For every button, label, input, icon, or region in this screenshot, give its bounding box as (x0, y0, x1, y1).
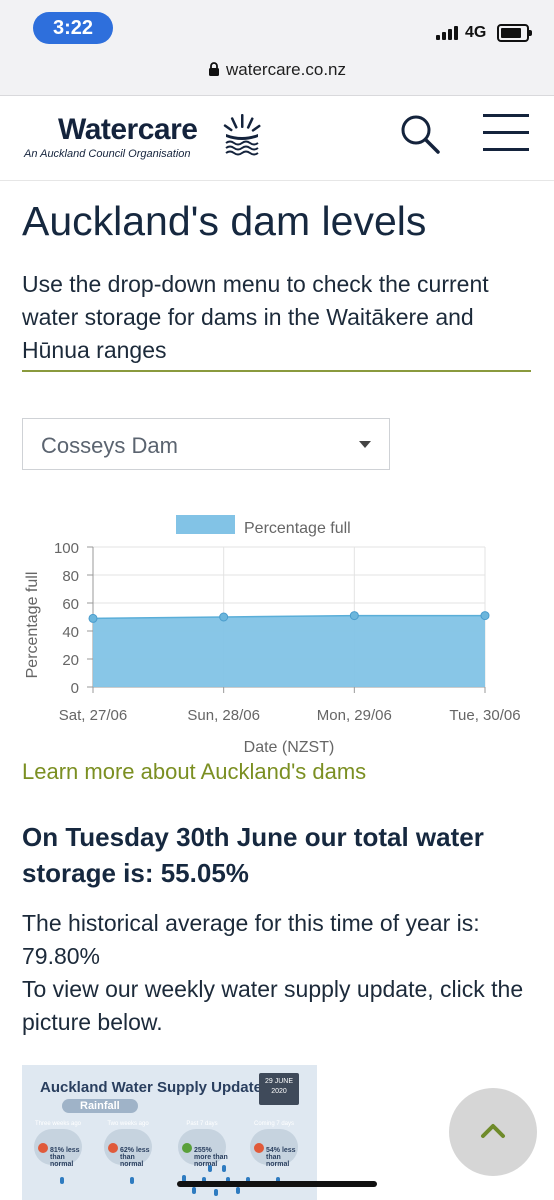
learn-more-link[interactable]: Learn more about Auckland's dams (22, 759, 367, 784)
chevron-down-icon (359, 441, 371, 448)
data-point (480, 611, 490, 621)
cross-icon (254, 1143, 264, 1153)
chevron-up-icon (481, 1124, 505, 1138)
status-bar: 3:22 4G watercare.co.nz (0, 0, 554, 96)
tick-label-y: 40 (62, 624, 79, 641)
data-point (88, 613, 98, 623)
cloud-label: Two weeks ago (107, 1121, 149, 1127)
lock-icon (209, 62, 219, 76)
tick-label-y: 20 (62, 652, 79, 669)
rain-drop-icon (130, 1177, 134, 1184)
rain-drop-icon (246, 1177, 250, 1184)
rain-drop-icon (192, 1187, 196, 1194)
rain-cloud-icon: Past 7 days 255% more than normal (172, 1121, 230, 1169)
hamburger-menu-icon[interactable] (483, 114, 529, 152)
cloud-value: 62% less than normal (120, 1147, 150, 1168)
cloud-label: Coming 7 days (253, 1121, 295, 1127)
logo-tagline: An Auckland Council Organisation (24, 148, 191, 160)
intro-text: Use the drop-down menu to check the curr… (22, 271, 489, 363)
battery-icon (497, 24, 532, 42)
calendar-icon: 29 JUNE 2020 (259, 1073, 299, 1105)
thumb-date-year: 2020 (271, 1088, 287, 1095)
rain-cloud-icon: Two weeks ago 62% less than normal (98, 1121, 156, 1169)
chart-svg: 100 80 60 40 20 0 Sat, 27/06 Sun, 28/06 Mon, 29/… (24, 515, 521, 756)
storage-heading: On Tuesday 30th June our total water sto… (22, 822, 484, 888)
cross-icon (108, 1143, 118, 1153)
dropdown-selected-value: Cosseys Dam (41, 433, 178, 458)
dam-level-chart: 100 80 60 40 20 0 Sat, 27/06 Sun, 28/06 Mon, 29/… (0, 505, 554, 765)
legend-label: Percentage full (244, 520, 351, 537)
cloud-value: 255% more than normal (194, 1147, 228, 1168)
cloud-value: 54% less than normal (266, 1147, 296, 1168)
cloud-value: 81% less than normal (50, 1147, 80, 1168)
thumb-title: Auckland Water Supply Update (40, 1079, 262, 1096)
divider (22, 370, 531, 372)
data-point (349, 611, 359, 621)
url-text: watercare.co.nz (226, 60, 346, 79)
status-time: 3:22 (33, 12, 113, 44)
scroll-to-top-button[interactable] (449, 1088, 537, 1176)
watercare-logo-icon[interactable] (222, 112, 262, 156)
site-header: Watercare An Auckland Council Organisati… (0, 96, 554, 181)
signal-strength-icon (436, 26, 458, 40)
rain-drop-icon (276, 1177, 280, 1184)
weekly-update-text: To view our weekly water supply update, … (22, 976, 524, 1035)
network-type: 4G (465, 24, 487, 41)
historical-info: The historical average for this time of … (22, 907, 542, 1039)
tick-label-y: 100 (54, 540, 79, 557)
cross-icon (38, 1143, 48, 1153)
page-title: Auckland's dam levels (22, 198, 427, 244)
tick-label-x: Sat, 27/06 (59, 707, 127, 724)
thumb-date-day: 29 JUNE (264, 1078, 293, 1085)
rain-drop-icon (182, 1175, 186, 1182)
rain-drop-icon (214, 1189, 218, 1196)
rain-drop-icon (60, 1177, 64, 1184)
tick-label-y: 0 (71, 680, 79, 697)
data-point (219, 612, 229, 622)
x-axis-label: Date (NZST) (244, 739, 335, 756)
rain-cloud-icon: Coming 7 days 54% less than normal (244, 1121, 302, 1169)
series-line (92, 614, 485, 620)
rain-drop-icon (236, 1187, 240, 1194)
rain-cloud-icon: Three weeks ago 81% less than normal (28, 1121, 86, 1169)
dam-select-dropdown[interactable]: Cosseys Dam (22, 418, 390, 470)
tick-label-x: Sun, 28/06 (187, 707, 260, 724)
search-icon[interactable] (398, 112, 442, 156)
series-area (93, 615, 485, 687)
check-icon (182, 1143, 192, 1153)
logo-wordmark[interactable]: Watercare (58, 113, 198, 146)
y-axis-label: Percentage full (24, 572, 41, 679)
tick-label-y: 80 (62, 568, 79, 585)
weekly-update-image[interactable]: Auckland Water Supply Update 29 JUNE 202… (22, 1065, 317, 1200)
rain-drop-icon (202, 1177, 206, 1184)
rain-drop-icon (222, 1165, 226, 1172)
tick-label-x: Tue, 30/06 (449, 707, 520, 724)
cloud-label: Past 7 days (186, 1121, 218, 1127)
tick-label-y: 60 (62, 596, 79, 613)
home-indicator (177, 1181, 377, 1187)
tick-label-x: Mon, 29/06 (317, 707, 392, 724)
cloud-label: Three weeks ago (34, 1121, 82, 1127)
thumb-section-label: Rainfall (62, 1099, 138, 1113)
address-bar[interactable]: watercare.co.nz (0, 60, 554, 80)
rain-drop-icon (226, 1177, 230, 1184)
legend-swatch (176, 515, 235, 534)
historical-average-label: The historical average for this time of … (22, 910, 480, 936)
historical-average-value: 79.80% (22, 943, 101, 969)
rain-drop-icon (208, 1165, 212, 1172)
